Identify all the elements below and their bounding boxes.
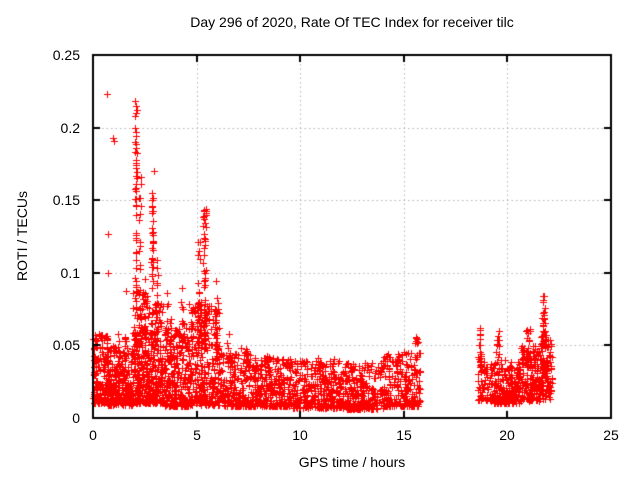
x-tick-label: 5 xyxy=(193,427,201,443)
chart-title: Day 296 of 2020, Rate Of TEC Index for r… xyxy=(190,14,514,30)
x-tick-label: 20 xyxy=(499,427,515,443)
y-tick-label: 0.1 xyxy=(60,265,80,281)
y-tick-label: 0.25 xyxy=(52,47,80,63)
x-tick-label: 25 xyxy=(603,427,619,443)
y-tick-label: 0.15 xyxy=(52,192,80,208)
y-tick-label: 0.2 xyxy=(60,120,80,136)
x-tick-label: 0 xyxy=(89,427,97,443)
y-tick-label: 0 xyxy=(72,410,80,426)
x-tick-label: 10 xyxy=(292,427,308,443)
x-axis-label: GPS time / hours xyxy=(298,454,406,470)
y-tick-label: 0.05 xyxy=(52,337,80,353)
x-tick-label: 15 xyxy=(396,427,412,443)
